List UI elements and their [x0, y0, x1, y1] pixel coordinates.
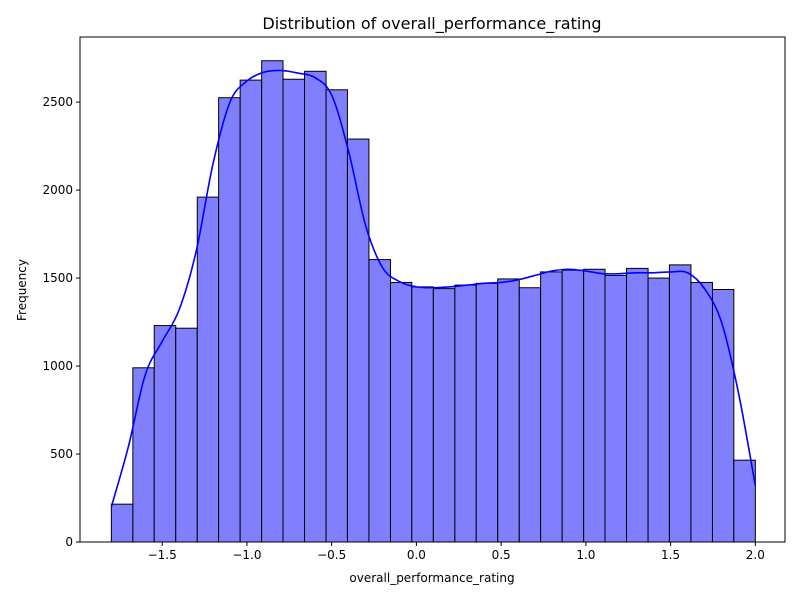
histogram-bar — [196, 196, 220, 543]
histogram-bar — [540, 271, 563, 543]
x-tick-label: 0.0 — [407, 548, 426, 562]
bars-layer — [110, 60, 756, 543]
y-tick-label: 500 — [50, 447, 73, 461]
x-tick-label: 2.0 — [746, 548, 765, 562]
histogram-bar — [282, 78, 306, 543]
chart-title: Distribution of overall_performance_rati… — [262, 14, 601, 34]
x-tick-label: 1.5 — [661, 548, 680, 562]
histogram-bar — [239, 79, 263, 543]
histogram-bar — [304, 70, 327, 543]
y-tick-label: 2000 — [42, 183, 73, 197]
histogram-bar — [325, 89, 348, 543]
histogram-bar — [411, 286, 434, 543]
histogram-bar — [175, 327, 198, 543]
plot-frame — [79, 36, 786, 543]
histogram-bar — [668, 264, 692, 543]
histogram-bar — [733, 459, 756, 543]
histogram-bar — [497, 278, 520, 543]
histogram-bar — [604, 274, 628, 543]
x-axis-label: overall_performance_rating — [349, 571, 514, 585]
histogram-bar — [153, 325, 177, 543]
histogram-bar — [346, 138, 370, 543]
histogram-bar — [389, 281, 413, 543]
histogram-bar — [626, 267, 649, 543]
kde-curve — [110, 69, 757, 508]
x-tick-label: 1.0 — [576, 548, 595, 562]
histogram-bar — [261, 60, 284, 543]
histogram-bar — [432, 288, 456, 543]
y-tick-label: 1000 — [42, 359, 73, 373]
histogram-bar — [583, 268, 606, 543]
histogram-bar — [110, 503, 134, 543]
x-tick-label: −1.5 — [148, 548, 177, 562]
y-tick-label: 1500 — [42, 271, 73, 285]
histogram-bar — [518, 287, 542, 543]
x-tick-label: −1.0 — [232, 548, 261, 562]
x-tick-label: −0.5 — [317, 548, 346, 562]
y-axis-label: Frequency — [15, 259, 29, 321]
histogram-bar — [561, 269, 585, 543]
x-tick-label: 0.5 — [492, 548, 511, 562]
histogram-bar — [218, 97, 241, 543]
axes-layer: −1.5 −1.0 −0.5 0.0 0.5 1.0 1.5 2.0 0 500 1000 1500 2… — [42, 36, 786, 562]
histogram-bar — [690, 281, 713, 543]
kde-layer — [110, 69, 757, 508]
histogram-bar — [368, 259, 391, 543]
histogram-bar — [132, 367, 155, 543]
histogram-bar — [475, 282, 499, 543]
y-tick-label: 0 — [65, 535, 73, 549]
y-tick-label: 2500 — [42, 95, 73, 109]
histogram-bar — [647, 277, 670, 543]
histogram-bar — [454, 284, 477, 543]
